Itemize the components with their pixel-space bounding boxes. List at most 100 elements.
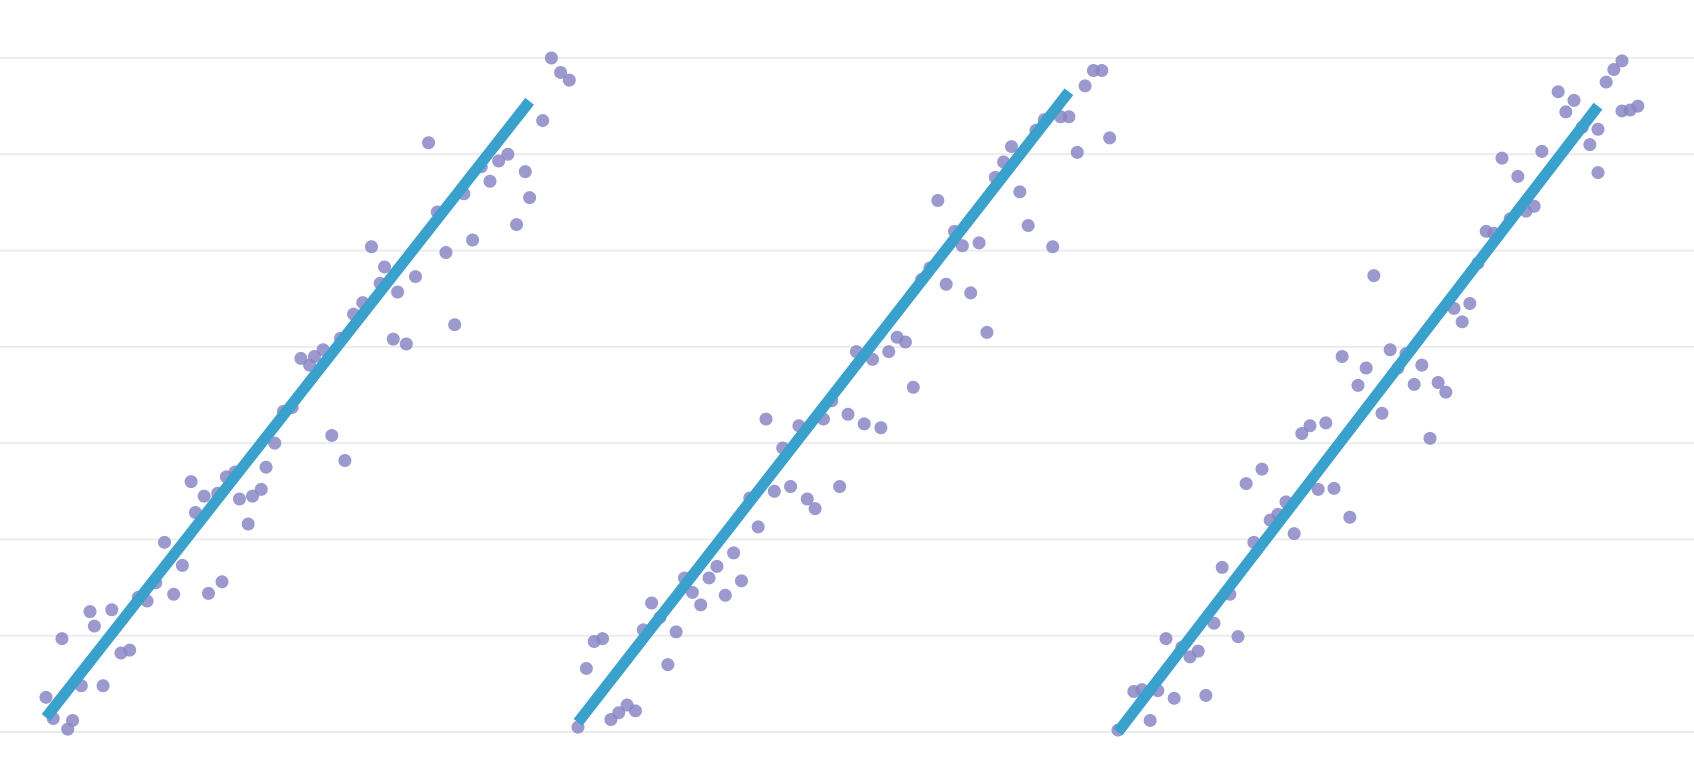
scatter-point [510,218,524,232]
scatter-point [518,165,532,179]
scatter-point [536,114,550,128]
scatter-point [562,73,576,87]
scatter-point [66,713,80,727]
scatter-point [612,706,626,720]
scatter-point [1103,131,1117,145]
scatter-point [1567,93,1581,107]
scatter-point [1359,361,1373,375]
scatter-point [1215,560,1229,574]
scatter-point [55,632,69,646]
scatter-point [808,502,822,516]
scatter-point [391,285,405,299]
scatter-point [254,482,268,496]
scatter-point [492,154,506,168]
scatter-point [325,428,339,442]
scatter-point [1551,85,1565,99]
scatter-point [1559,105,1573,119]
scatter-point [364,240,378,254]
scatter-point [596,632,610,646]
scatter-point [1439,385,1453,399]
scatter-point [1607,63,1621,77]
scatter-point [1303,419,1317,433]
scatter-point [833,479,847,493]
scatter-point [483,174,497,188]
scatter-point [439,245,453,259]
scatter-point [1591,166,1605,180]
scatter-point [1004,140,1018,154]
scatter-point [1239,477,1253,491]
scatter-point [1021,219,1035,233]
scatter-point [1046,240,1060,254]
scatter-point [1143,713,1157,727]
scatter-point [1615,54,1629,68]
scatter-point [702,571,716,585]
scatter-point [1095,64,1109,78]
scatter-point [1511,169,1525,183]
scatter-point [241,517,255,531]
scatter-point [579,661,593,675]
scatter-point [215,575,229,589]
scatter-point [232,492,246,506]
scatter-point [1167,691,1181,705]
scatter-point [727,546,741,560]
gridlines [0,57,1694,733]
scatter-point [964,286,978,300]
regression-line [41,97,534,721]
scatter-point [1535,144,1549,158]
scatter-point [661,658,675,672]
scatter-point [694,598,708,612]
scatter-point [1199,688,1213,702]
scatter-point [39,690,53,704]
regression-line [573,88,1074,726]
scatter-point [1375,406,1389,420]
scatter-point [841,407,855,421]
scatter-point [718,588,732,602]
scatter-point [1455,315,1469,329]
scatter-point [931,194,945,208]
scatter-point [1319,416,1333,430]
scatter-point [710,559,724,573]
scatter-point [202,586,216,600]
scatter-point [175,558,189,572]
scatter-point [767,484,781,498]
scatter-point [378,260,392,274]
scatter-point [1078,79,1092,93]
scatter-point [544,51,558,65]
scatter-point [1159,632,1173,646]
scatter-point [1327,481,1341,495]
scatter-point [1231,630,1245,644]
scatter-point [1591,122,1605,136]
scatter-point [972,236,986,250]
scatter-point [898,335,912,349]
scatter-point [268,436,282,450]
scatter-point [685,585,699,599]
scatter-point [259,460,273,474]
scatter-point [1070,145,1084,159]
scatter-point [1287,527,1301,541]
fit-lines [41,88,1603,736]
scatter-point [1431,375,1445,389]
scatter-point [800,492,814,506]
scatter-point [1599,75,1613,89]
scatter-point [123,643,137,657]
scatter-point [1463,297,1477,311]
scatter-point [105,603,119,617]
scatter-point [1335,349,1349,363]
scatter-point [759,412,773,426]
scatter-point [184,475,198,489]
scatter-point [448,318,462,332]
scatter-point [882,345,896,359]
scatter-point [1631,99,1645,113]
scatter-point [157,535,171,549]
scatter-point [751,520,765,534]
scatter-point [466,233,480,247]
scatter-point [1383,343,1397,357]
scatter-point [1191,644,1205,658]
scatter-point [1583,138,1597,152]
scatter-point [1407,377,1421,391]
scatter-point [874,421,888,435]
scatter-point [501,147,515,161]
scatter-point [96,679,110,693]
scatter-point [1255,462,1269,476]
